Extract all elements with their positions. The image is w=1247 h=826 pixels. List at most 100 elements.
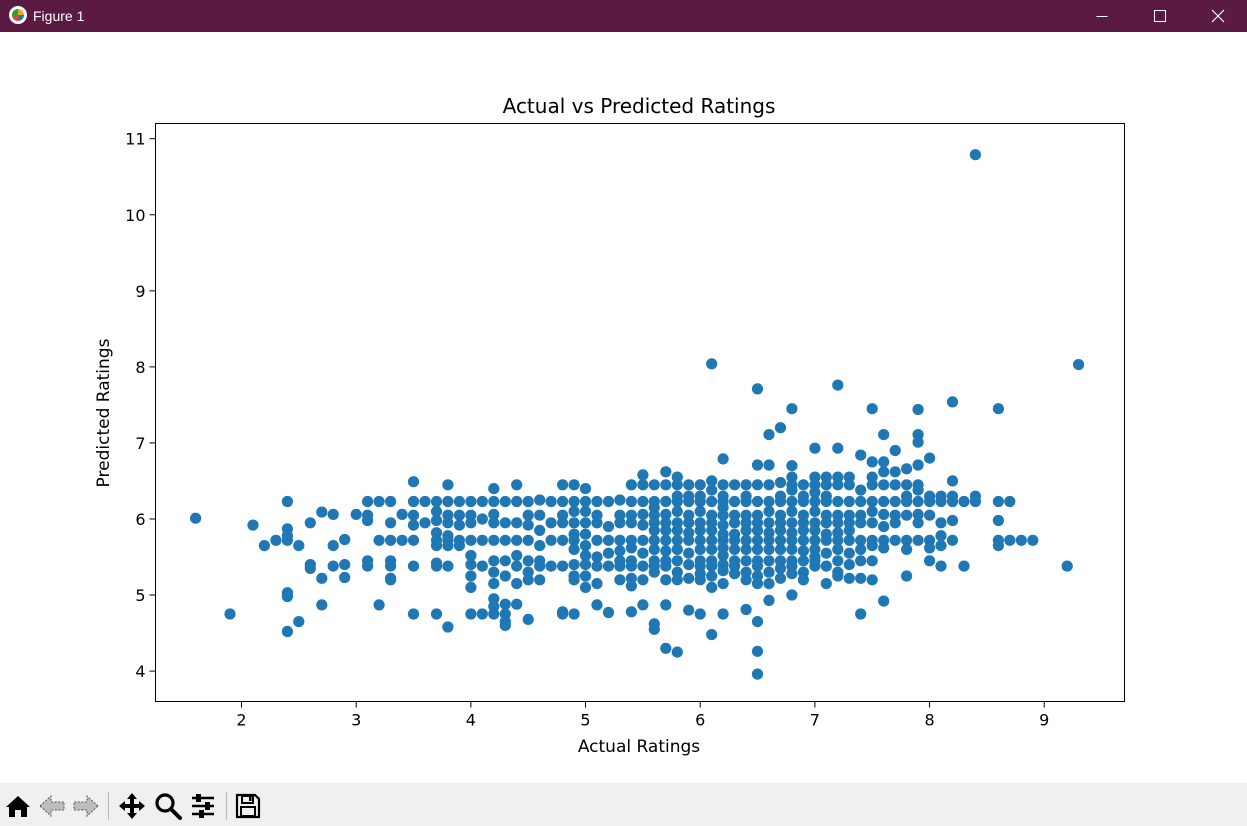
- data-point: [751, 524, 764, 536]
- data-point: [946, 534, 959, 546]
- plot-area: [155, 123, 1125, 702]
- data-point: [740, 479, 752, 491]
- data-point: [832, 479, 844, 491]
- data-point: [797, 574, 810, 586]
- data-point: [579, 483, 592, 495]
- x-tick-label: 9: [1039, 711, 1049, 730]
- data-point: [820, 479, 832, 491]
- data-point: [878, 521, 890, 533]
- data-point: [637, 469, 649, 481]
- zoom-button[interactable]: [153, 791, 183, 821]
- data-point: [453, 519, 465, 531]
- data-point: [568, 495, 580, 508]
- data-point: [832, 570, 844, 582]
- data-point: [281, 495, 293, 508]
- data-point: [579, 505, 592, 517]
- data-point: [683, 559, 695, 571]
- forward-button[interactable]: [71, 791, 101, 821]
- data-point: [591, 534, 603, 546]
- data-point: [946, 495, 959, 508]
- data-point: [901, 463, 913, 475]
- data-point: [522, 509, 534, 521]
- save-button[interactable]: [233, 791, 263, 821]
- data-point: [557, 479, 569, 491]
- data-point: [557, 608, 569, 620]
- data-point: [488, 517, 500, 529]
- data-point: [614, 560, 626, 572]
- data-point: [717, 479, 729, 491]
- maximize-button[interactable]: [1131, 0, 1189, 32]
- data-point: [751, 543, 764, 555]
- data-point: [316, 599, 328, 611]
- data-point: [832, 495, 844, 508]
- data-point: [729, 495, 741, 508]
- data-point: [407, 509, 420, 521]
- data-point: [488, 495, 500, 508]
- data-point: [683, 572, 695, 584]
- configure-subplots-button[interactable]: [188, 791, 218, 821]
- data-point: [797, 495, 810, 508]
- data-point: [786, 505, 798, 517]
- data-point: [889, 466, 901, 478]
- back-button[interactable]: [37, 791, 67, 821]
- data-point: [843, 495, 855, 508]
- y-tick-label: 7: [135, 434, 145, 453]
- data-point: [901, 570, 913, 582]
- data-point: [625, 479, 638, 491]
- data-point: [832, 379, 844, 391]
- y-tick-label: 5: [135, 586, 145, 605]
- minimize-button[interactable]: [1073, 0, 1131, 32]
- data-point: [751, 668, 764, 680]
- data-point: [190, 512, 202, 524]
- chart-title: Actual vs Predicted Ratings: [503, 94, 776, 118]
- data-point: [430, 514, 443, 527]
- data-point: [878, 542, 890, 554]
- data-point: [774, 476, 787, 489]
- data-point: [602, 495, 615, 508]
- data-point: [304, 562, 316, 575]
- data-point: [855, 484, 867, 496]
- data-point: [763, 566, 775, 578]
- data-point: [419, 517, 431, 529]
- data-point: [717, 565, 729, 577]
- data-point: [866, 540, 878, 552]
- data-point: [683, 604, 695, 616]
- data-point: [453, 509, 465, 521]
- data-point: [786, 403, 798, 415]
- data-point: [820, 547, 832, 559]
- data-point: [855, 572, 867, 584]
- data-point: [396, 508, 408, 520]
- data-point: [751, 459, 764, 471]
- data-point: [889, 479, 901, 491]
- data-point: [270, 534, 282, 546]
- data-point: [706, 484, 718, 496]
- data-point: [694, 608, 706, 620]
- data-point: [534, 524, 546, 536]
- data-point: [924, 555, 936, 567]
- data-point: [786, 517, 798, 529]
- data-point: [442, 495, 454, 508]
- data-point: [407, 519, 420, 531]
- close-button[interactable]: [1189, 0, 1247, 32]
- data-point: [488, 483, 500, 495]
- data-point: [442, 540, 454, 552]
- data-point: [660, 466, 672, 478]
- navigation-toolbar: [0, 783, 1247, 826]
- data-point: [969, 495, 982, 508]
- data-point: [866, 574, 878, 586]
- data-point: [866, 505, 878, 517]
- data-point: [625, 517, 638, 529]
- data-point: [763, 555, 775, 567]
- data-point: [763, 479, 775, 491]
- data-point: [751, 616, 764, 628]
- scatter-chart: Actual vs Predicted Ratings 2 3 4 5 6 7 8 9 4 5 6…: [94, 94, 1125, 757]
- data-point: [373, 599, 385, 611]
- data-point: [511, 534, 523, 546]
- x-tick-label: 6: [695, 711, 705, 730]
- data-point: [866, 495, 878, 508]
- y-tick-label: 9: [135, 282, 145, 301]
- pan-button[interactable]: [117, 791, 147, 821]
- home-button[interactable]: [3, 791, 33, 821]
- y-tick-label: 6: [135, 510, 145, 529]
- data-point: [740, 534, 752, 546]
